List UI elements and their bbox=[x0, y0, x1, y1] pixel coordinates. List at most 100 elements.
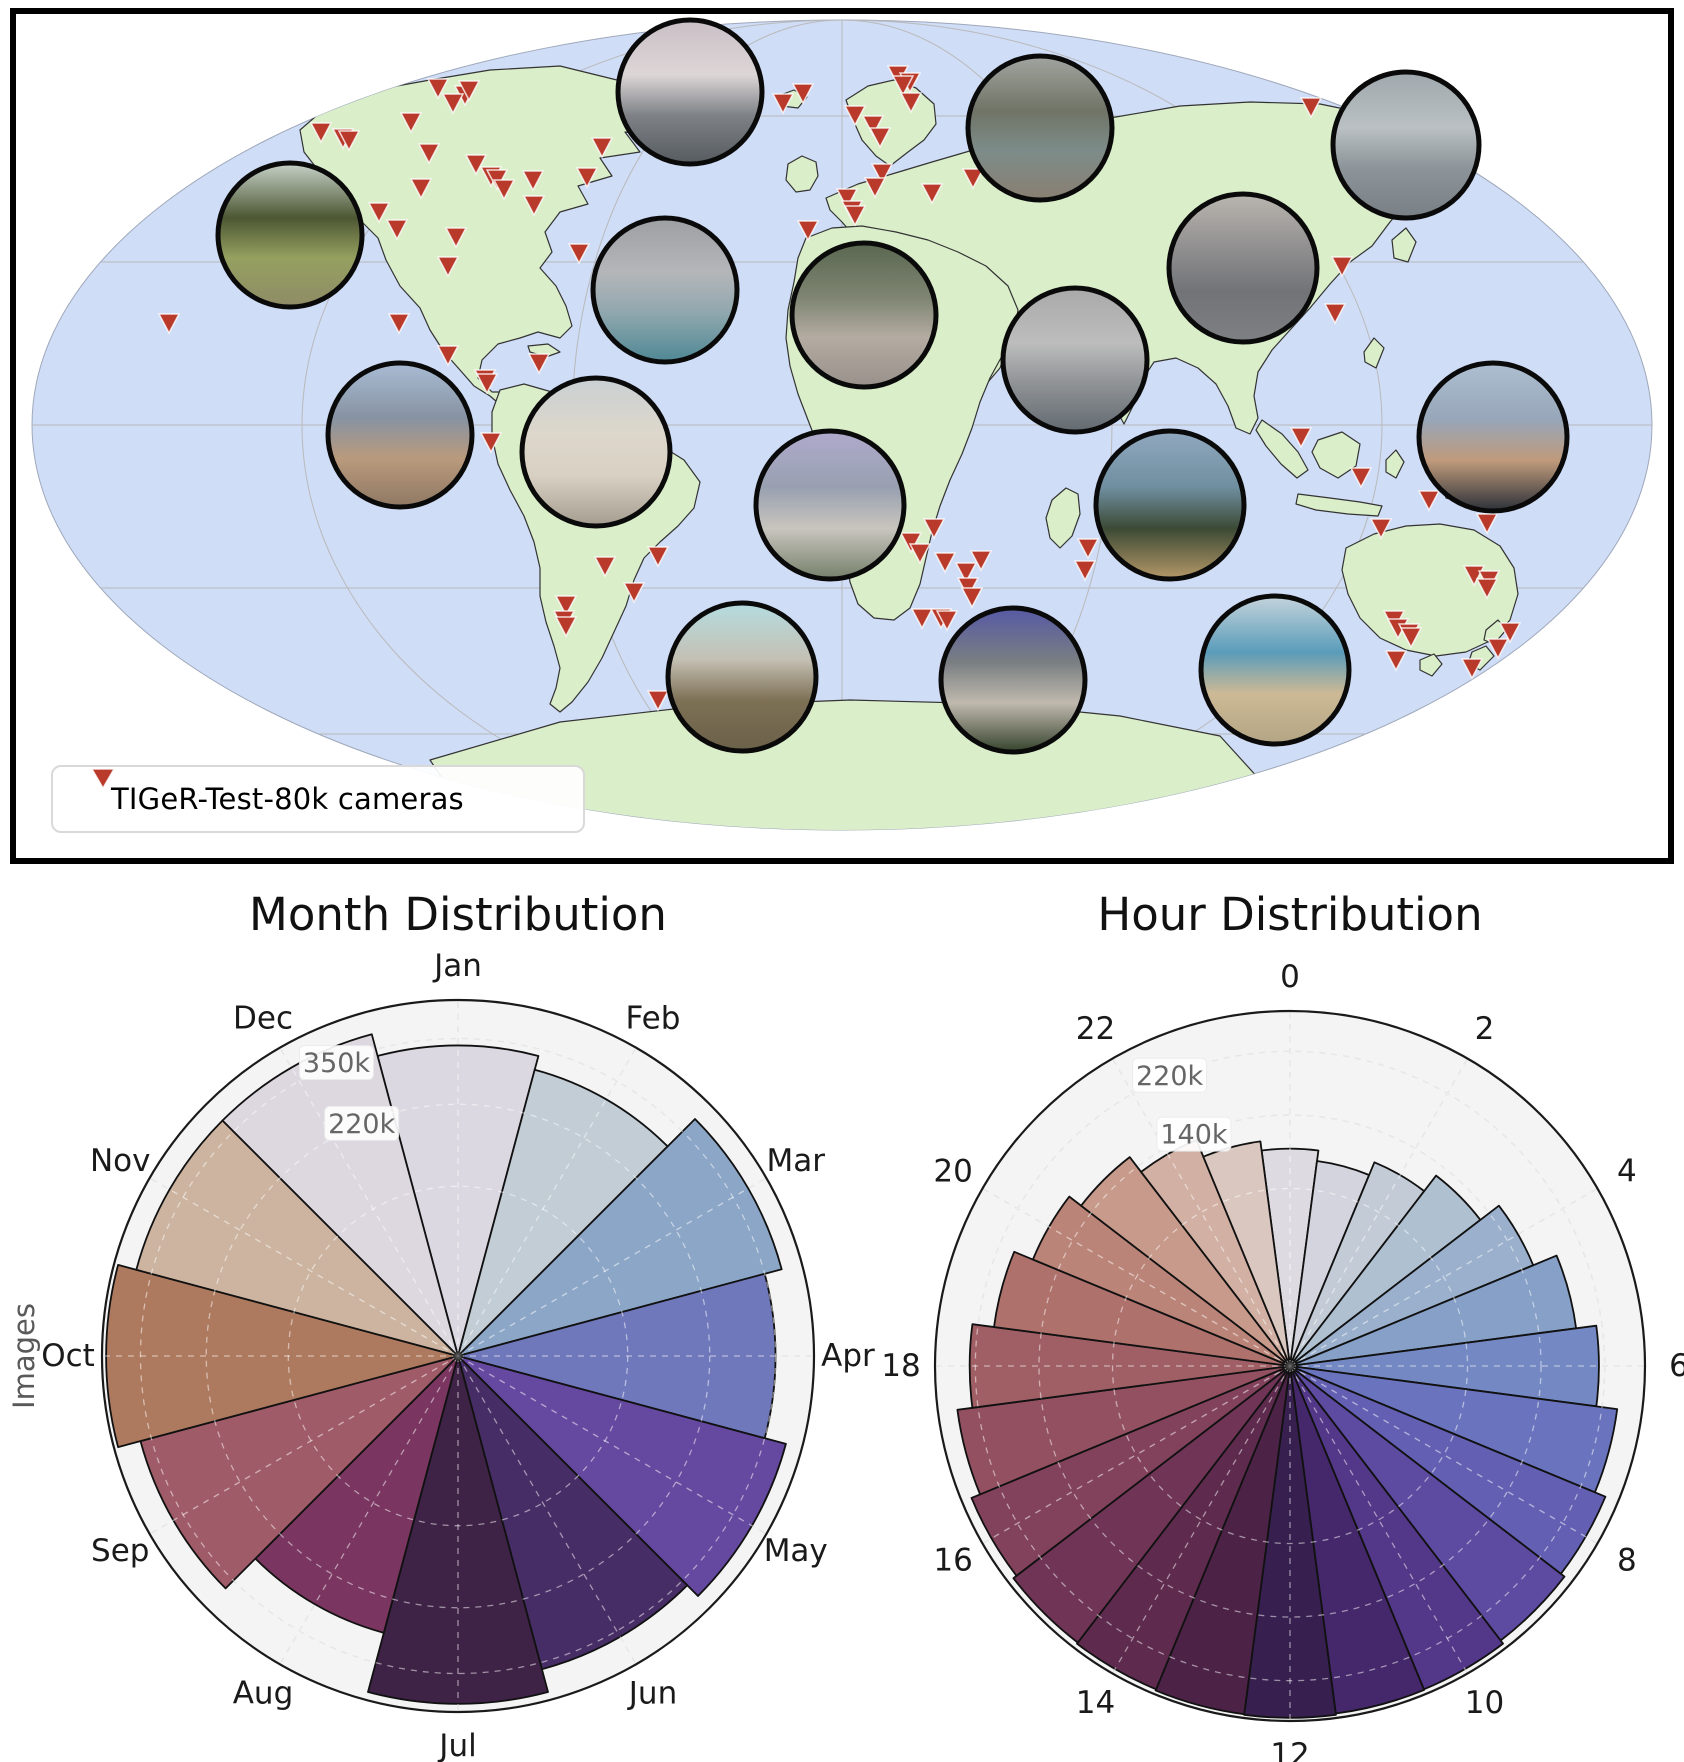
webcam-inset-mountain-town bbox=[789, 240, 939, 390]
month-label-Jul: Jul bbox=[437, 1728, 476, 1762]
camera-marker bbox=[868, 127, 892, 149]
hour-label-16: 16 bbox=[933, 1543, 972, 1579]
polar-center-dot bbox=[1285, 1361, 1295, 1371]
webcam-inset-mountain-backyard bbox=[938, 605, 1088, 755]
hour-label-22: 22 bbox=[1076, 1011, 1115, 1047]
hour-label-2: 2 bbox=[1475, 1011, 1495, 1047]
radial-tick-350k: 350k bbox=[303, 1048, 371, 1079]
hour-wedge-17 bbox=[956, 1365, 1291, 1496]
month-label-Nov: Nov bbox=[90, 1143, 151, 1179]
camera-marker bbox=[960, 587, 984, 609]
camera-marker bbox=[920, 183, 944, 205]
hour-label-18: 18 bbox=[881, 1348, 920, 1384]
month-wedge-Dec bbox=[221, 1033, 459, 1357]
landmass bbox=[1363, 337, 1385, 369]
webcam-inset-overcast-mountain-view bbox=[1000, 285, 1150, 435]
camera-marker bbox=[441, 93, 465, 115]
distribution-charts: Jan Feb Mar Apr May Jun Jul Aug Sep Oct Nov Dec 220k… bbox=[41, 948, 1684, 1762]
hour-chart: 0 2 4 6 8 10 12 14 16 18 20 22 140k 220k bbox=[881, 959, 1684, 1762]
landmass bbox=[1311, 431, 1361, 479]
tick-pill bbox=[1156, 1116, 1232, 1152]
camera-marker bbox=[426, 78, 450, 100]
hour-wedge-13 bbox=[1154, 1365, 1291, 1716]
camera-marker bbox=[554, 616, 578, 638]
hour-wedge-23 bbox=[1202, 1140, 1291, 1367]
camera-marker bbox=[1475, 513, 1499, 535]
camera-marker bbox=[622, 582, 646, 604]
camera-marker bbox=[1369, 518, 1393, 540]
hour-label-4: 4 bbox=[1617, 1154, 1637, 1190]
camera-marker bbox=[436, 256, 460, 278]
month-label-Feb: Feb bbox=[626, 1000, 681, 1036]
webcam-insets bbox=[215, 17, 1570, 755]
webcam-inset-snowy-settlement bbox=[1330, 69, 1482, 221]
webcam-inset-street-crosswalk bbox=[1166, 191, 1320, 345]
camera-marker bbox=[575, 167, 599, 189]
camera-marker bbox=[492, 179, 516, 201]
radial-tick-140k: 140k bbox=[1160, 1120, 1228, 1151]
month-wedge-Feb bbox=[457, 1068, 669, 1357]
camera-marker bbox=[899, 92, 923, 114]
month-label-Mar: Mar bbox=[766, 1143, 825, 1179]
camera-marker bbox=[385, 219, 409, 241]
hour-label-10: 10 bbox=[1465, 1685, 1504, 1721]
month-wedge-Aug bbox=[254, 1355, 459, 1634]
webcam-inset-snowy-harbor-marina bbox=[615, 17, 765, 167]
camera-marker bbox=[1330, 256, 1354, 278]
camera-marker bbox=[935, 610, 959, 632]
radial-tick-220k: 220k bbox=[328, 1109, 396, 1140]
camera-marker bbox=[1073, 560, 1097, 582]
camera-marker bbox=[387, 313, 411, 335]
hour-wedge-19 bbox=[993, 1250, 1291, 1367]
petals bbox=[956, 1139, 1619, 1719]
camera-marker bbox=[1460, 658, 1484, 680]
landmass bbox=[1419, 653, 1443, 677]
grid-over bbox=[935, 1011, 1645, 1721]
landmass bbox=[1385, 449, 1405, 479]
webcam-inset-park-with-trees bbox=[215, 160, 365, 310]
camera-marker bbox=[527, 353, 551, 375]
month-label-Jun: Jun bbox=[627, 1676, 677, 1712]
camera-marker bbox=[464, 154, 488, 176]
camera-marker bbox=[337, 130, 361, 152]
camera-marker bbox=[399, 112, 423, 134]
month-wedge-Nov bbox=[135, 1119, 459, 1357]
legend-label: TIGeR-Test-80k cameras bbox=[111, 782, 464, 816]
camera-marker bbox=[646, 546, 670, 568]
month-label-Sep: Sep bbox=[91, 1533, 149, 1569]
grid-ring bbox=[1111, 1187, 1469, 1545]
camera-marker bbox=[910, 608, 934, 630]
camera-marker-icon bbox=[91, 768, 115, 789]
webcam-inset-grey-sky-seafront bbox=[590, 215, 740, 365]
camera-marker bbox=[933, 552, 957, 574]
grid-ring bbox=[205, 1103, 711, 1609]
month-label-Apr: Apr bbox=[821, 1338, 875, 1374]
camera-marker bbox=[899, 532, 923, 554]
world-map-panel: TIGeR-Test-80k cameras bbox=[10, 8, 1674, 864]
camera-marker bbox=[961, 168, 985, 190]
camera-markers bbox=[157, 65, 1522, 712]
grid-ring bbox=[1038, 1114, 1542, 1618]
polar-boundary bbox=[933, 1009, 1647, 1723]
camera-marker bbox=[791, 83, 815, 105]
camera-marker bbox=[1299, 97, 1323, 119]
hour-chart-title: Hour Distribution bbox=[1097, 888, 1483, 941]
camera-marker bbox=[1475, 578, 1499, 600]
month-label-May: May bbox=[764, 1533, 828, 1569]
camera-marker bbox=[409, 178, 433, 200]
hour-label-14: 14 bbox=[1076, 1685, 1115, 1721]
camera-marker bbox=[1399, 627, 1423, 649]
landmass bbox=[1483, 619, 1507, 645]
webcam-inset-sunset-clouds bbox=[1416, 360, 1570, 514]
polar-boundary bbox=[100, 998, 816, 1714]
camera-marker bbox=[843, 205, 867, 227]
camera-marker bbox=[444, 227, 468, 249]
month-chart: Jan Feb Mar Apr May Jun Jul Aug Sep Oct Nov Dec 220k… bbox=[41, 948, 875, 1762]
camera-marker bbox=[475, 373, 499, 395]
webcam-inset-barren-plain bbox=[665, 600, 819, 754]
camera-marker bbox=[457, 80, 481, 102]
camera-marker bbox=[522, 195, 546, 217]
camera-marker bbox=[1384, 650, 1408, 672]
camera-marker bbox=[567, 243, 591, 265]
